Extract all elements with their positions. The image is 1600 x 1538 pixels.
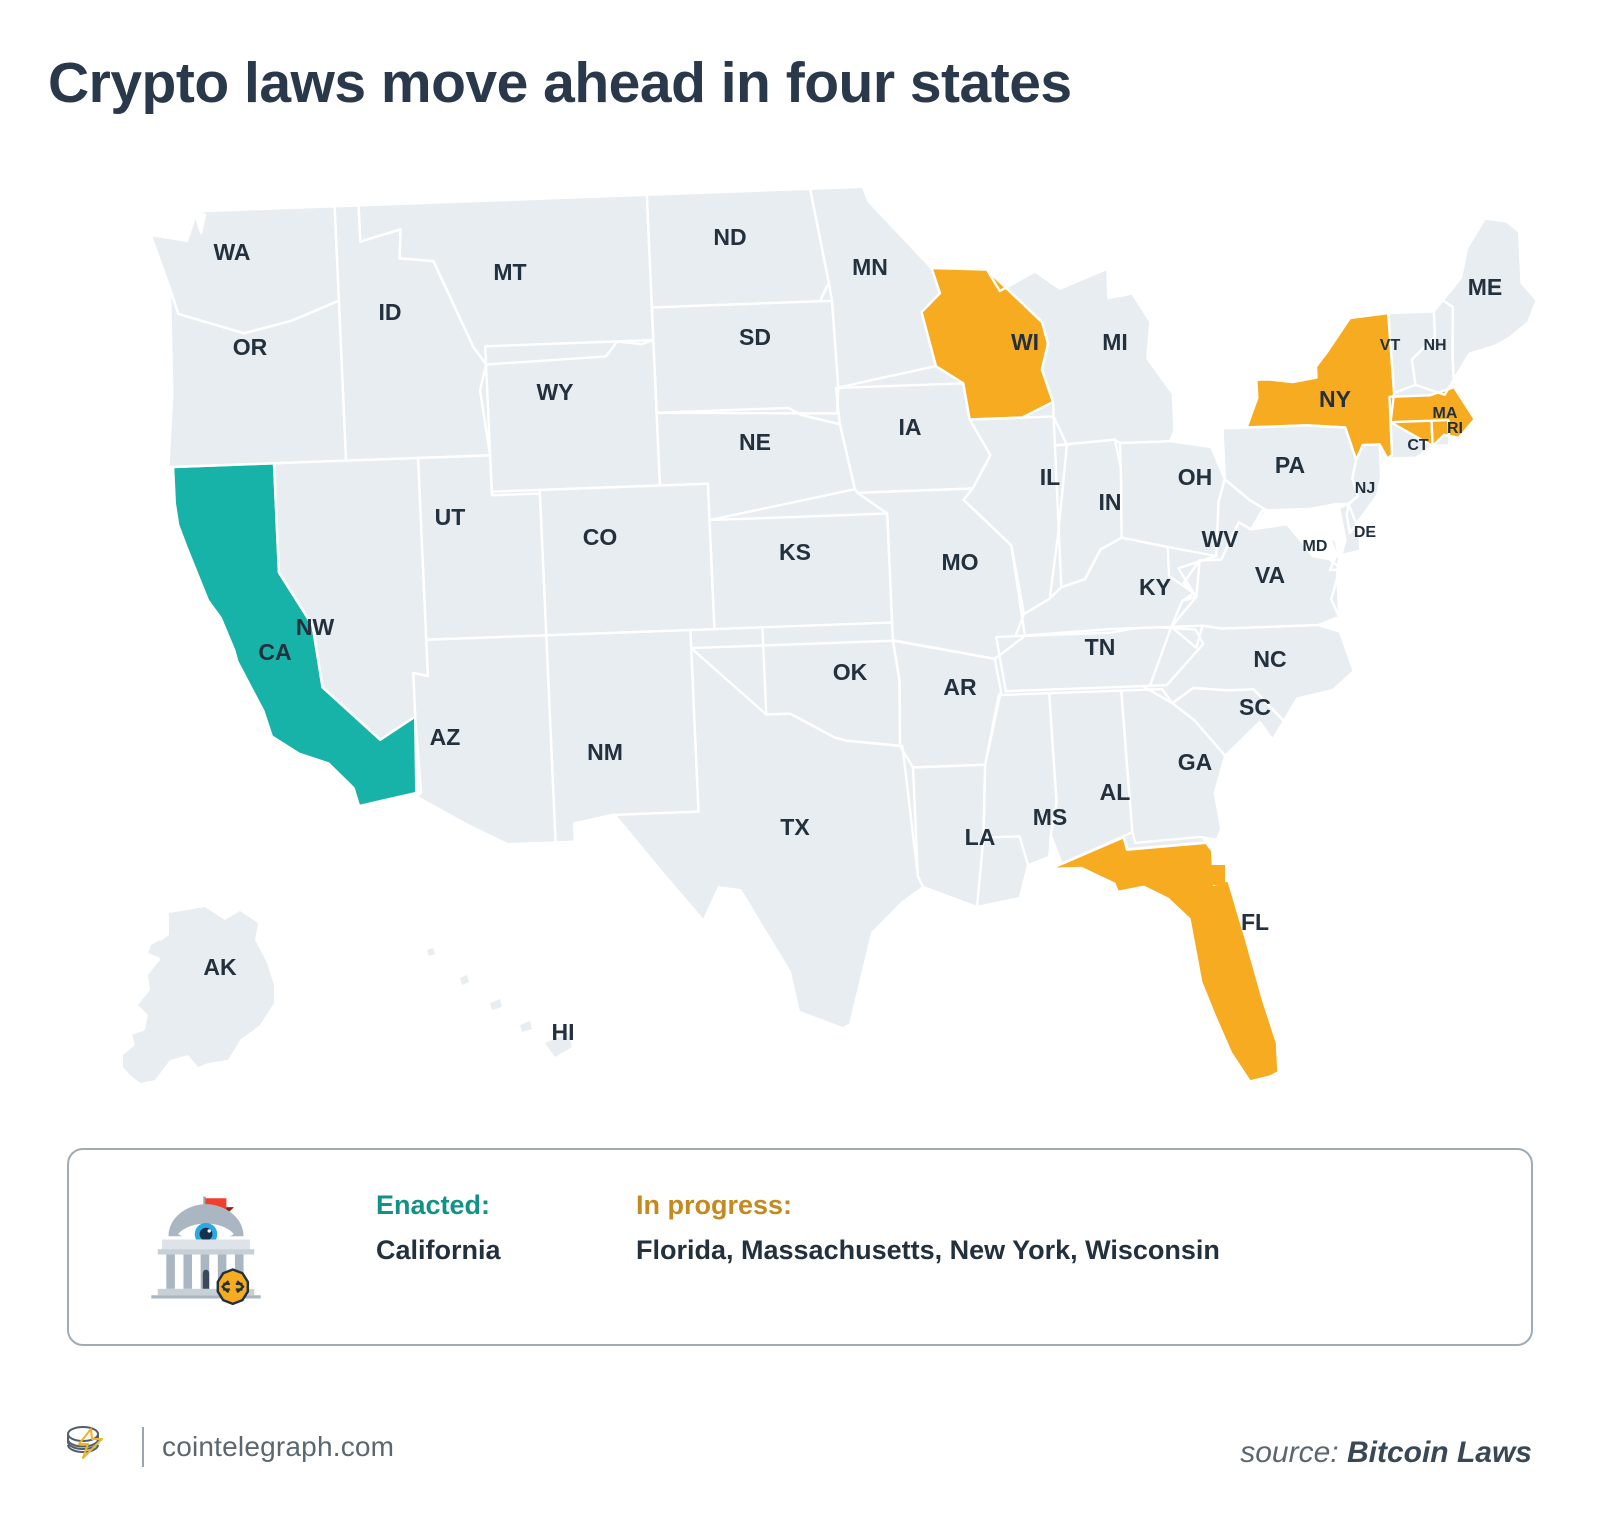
svg-text:AR: AR [943,674,977,700]
svg-text:KS: KS [779,539,811,565]
svg-text:NJ: NJ [1355,480,1375,497]
svg-text:MS: MS [1033,804,1068,830]
svg-text:ID: ID [379,299,402,325]
svg-text:MI: MI [1102,329,1128,355]
svg-text:MO: MO [941,549,978,575]
svg-text:CO: CO [583,524,618,550]
svg-text:RI: RI [1447,420,1463,437]
svg-text:OR: OR [233,334,268,360]
svg-text:AZ: AZ [430,724,461,750]
svg-text:WI: WI [1011,329,1039,355]
svg-text:HI: HI [552,1019,575,1045]
svg-text:VT: VT [1380,337,1401,354]
svg-text:OH: OH [1178,464,1213,490]
svg-text:AK: AK [203,954,237,980]
svg-text:NM: NM [587,739,623,765]
svg-text:WA: WA [213,239,250,265]
svg-text:NH: NH [1423,337,1446,354]
svg-text:LA: LA [965,824,996,850]
svg-text:DE: DE [1354,524,1377,541]
svg-text:IN: IN [1099,489,1122,515]
svg-text:VA: VA [1255,562,1285,588]
svg-text:CA: CA [258,639,291,665]
svg-text:UT: UT [435,504,466,530]
svg-text:SD: SD [739,324,771,350]
svg-text:ND: ND [713,224,746,250]
svg-text:GA: GA [1178,749,1213,775]
svg-text:MD: MD [1303,538,1328,555]
svg-text:NE: NE [739,429,771,455]
svg-text:NC: NC [1253,646,1286,672]
svg-text:OK: OK [833,659,868,685]
svg-text:WY: WY [536,379,573,405]
svg-text:IA: IA [899,414,922,440]
svg-text:IL: IL [1040,464,1060,490]
svg-text:PA: PA [1275,452,1305,478]
svg-text:NW: NW [296,614,335,640]
svg-text:KY: KY [1139,574,1171,600]
svg-text:SC: SC [1239,694,1271,720]
svg-text:MN: MN [852,254,888,280]
svg-text:TX: TX [780,814,810,840]
svg-text:CT: CT [1407,437,1429,454]
svg-text:TN: TN [1085,634,1116,660]
svg-text:MT: MT [493,259,526,285]
svg-text:WV: WV [1201,526,1239,552]
svg-text:AL: AL [1100,779,1131,805]
svg-text:NY: NY [1319,386,1351,412]
svg-text:ME: ME [1468,274,1503,300]
svg-text:FL: FL [1241,909,1269,935]
